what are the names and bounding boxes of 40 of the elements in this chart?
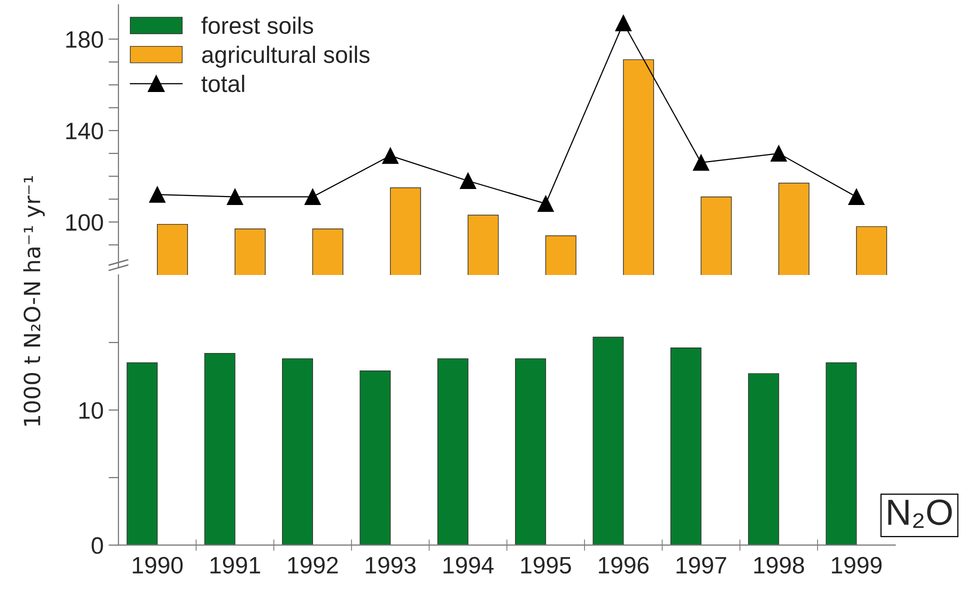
x-tick-label: 1997	[676, 556, 726, 574]
x-tick-label: 1994	[444, 556, 494, 574]
bar	[360, 370, 391, 546]
y-tick-label: 0	[92, 537, 103, 554]
point	[304, 188, 321, 206]
x-tick-label: 1998	[754, 556, 804, 574]
point	[615, 14, 632, 32]
x-tick-label: 1990	[132, 556, 183, 574]
y-axis-title: 1000 t N₂O-N ha⁻¹ yr⁻¹	[23, 176, 45, 426]
bar	[515, 358, 546, 546]
point	[149, 186, 166, 203]
bar	[748, 373, 780, 546]
legend-label: total	[201, 74, 244, 92]
bar	[126, 362, 158, 546]
y-tick-label: 10	[79, 402, 103, 419]
point	[692, 154, 710, 171]
bar	[826, 362, 857, 546]
x-tick-label: 1996	[598, 556, 649, 574]
point	[848, 188, 865, 206]
annotation: N₂O	[888, 500, 952, 528]
legend-label: agricultural soils	[202, 46, 370, 68]
bar	[204, 352, 236, 546]
x-tick-label: 1991	[210, 556, 260, 574]
bar	[670, 348, 702, 546]
point	[382, 148, 398, 164]
bar	[282, 358, 314, 546]
y-tick-label: 140	[66, 122, 103, 140]
x-tick-label: 1993	[366, 556, 416, 574]
point	[226, 188, 244, 206]
point	[460, 172, 476, 190]
legend-label: forest soils	[201, 16, 314, 34]
point	[770, 145, 787, 162]
bar	[592, 336, 624, 546]
point	[538, 196, 554, 212]
bar	[437, 358, 468, 546]
x-tick-label: 1995	[521, 556, 571, 574]
y-tick-label: 100	[66, 214, 103, 231]
x-tick-label: 1999	[832, 556, 882, 574]
x-tick-label: 1992	[288, 556, 338, 574]
y-tick-label: 180	[66, 31, 103, 48]
